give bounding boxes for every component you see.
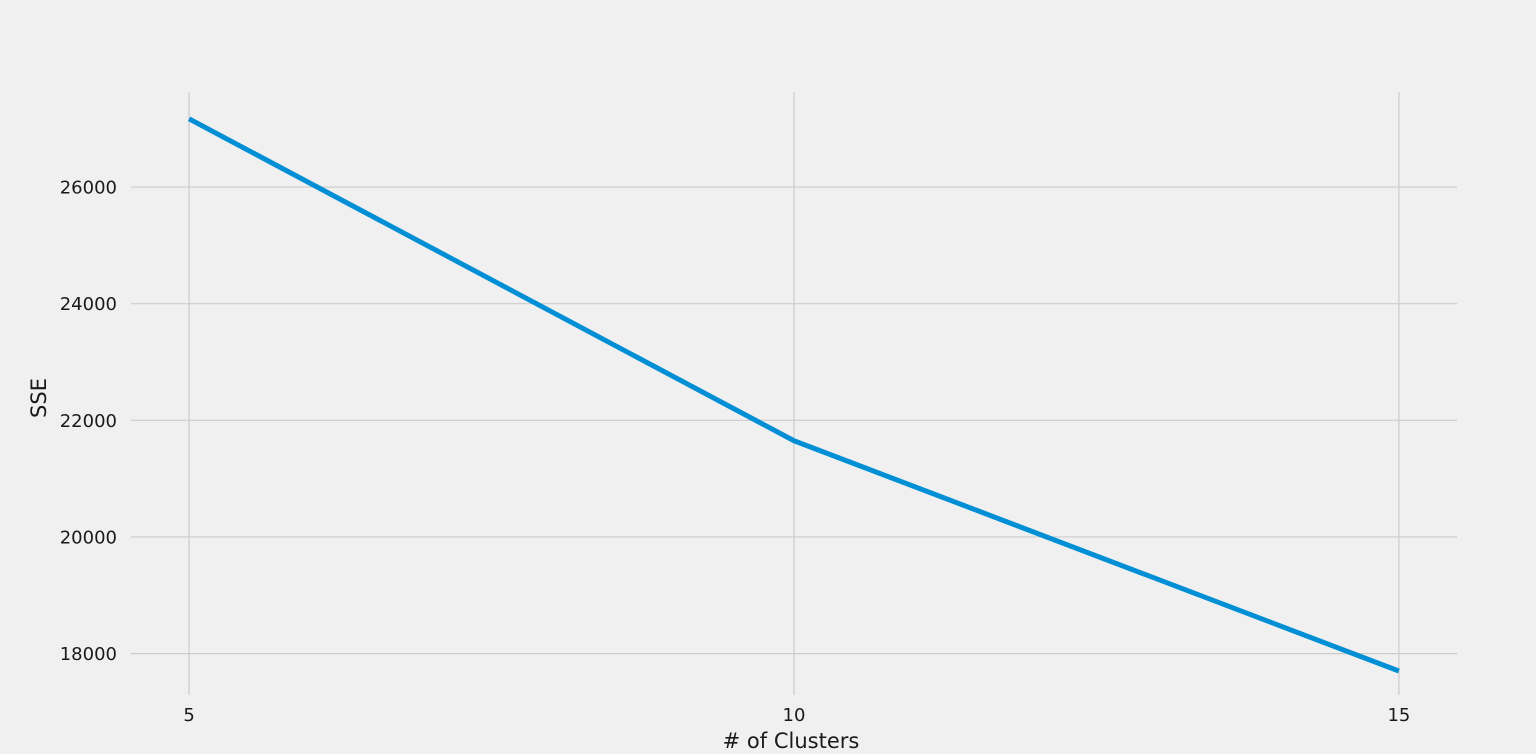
gridlines <box>131 92 1457 695</box>
x-tick-label: 10 <box>783 705 806 726</box>
x-tick-label: 15 <box>1387 705 1410 726</box>
tick-labels: 5 10 15 18000 20000 22000 24000 26000 <box>60 178 1411 726</box>
x-axis-label: # of Clusters <box>723 729 860 753</box>
x-tick-label: 5 <box>183 705 194 726</box>
y-tick-label: 26000 <box>60 178 117 199</box>
y-tick-label: 18000 <box>60 644 117 665</box>
y-axis-label: SSE <box>27 378 51 418</box>
y-tick-label: 24000 <box>60 294 117 315</box>
y-tick-label: 20000 <box>60 527 117 548</box>
series-line <box>187 116 1400 674</box>
series-group <box>187 116 1400 674</box>
y-tick-label: 22000 <box>60 411 117 432</box>
